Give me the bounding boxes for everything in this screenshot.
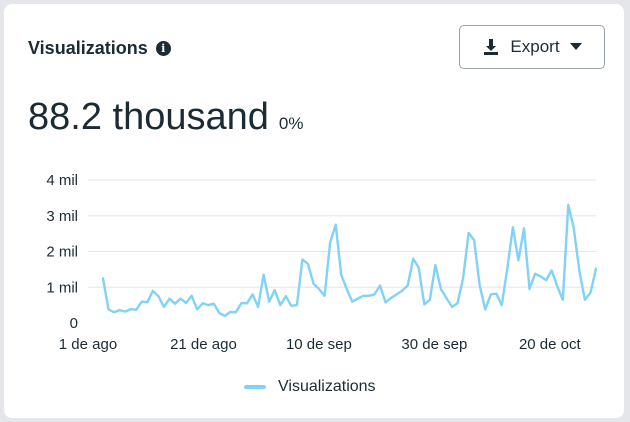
export-label: Export — [510, 37, 560, 56]
summary-value: 88.2 thousand — [28, 96, 269, 138]
card-title: Visualizations — [28, 38, 148, 58]
x-tick-label: 20 de oct — [519, 336, 582, 353]
series-line-visualizations — [101, 203, 598, 318]
summary: 88.2 thousand 0% — [28, 96, 303, 139]
legend-label: Visualizations — [278, 378, 376, 395]
x-tick-label: 10 de sep — [286, 336, 352, 353]
y-tick-label: 4 mil — [46, 172, 78, 189]
visualizations-card: Visualizations i Export 88.2 thousand 0%… — [4, 4, 624, 418]
x-tick-label: 21 de ago — [170, 336, 237, 353]
chart-legend[interactable]: Visualizations — [244, 378, 376, 396]
legend-swatch — [244, 385, 266, 389]
y-tick-label: 0 — [70, 315, 78, 332]
card-header: Visualizations i — [28, 38, 171, 59]
summary-change: 0% — [278, 114, 304, 133]
caret-down-icon — [569, 43, 582, 50]
x-tick-label: 30 de sep — [401, 336, 467, 353]
y-tick-label: 2 mil — [46, 244, 78, 261]
download-icon — [484, 39, 499, 55]
y-tick-label: 3 mil — [46, 208, 78, 225]
y-tick-label: 1 mil — [46, 279, 78, 296]
info-icon[interactable]: i — [155, 41, 171, 56]
x-tick-label: 1 de ago — [59, 336, 117, 353]
export-button[interactable]: Export — [459, 25, 605, 69]
